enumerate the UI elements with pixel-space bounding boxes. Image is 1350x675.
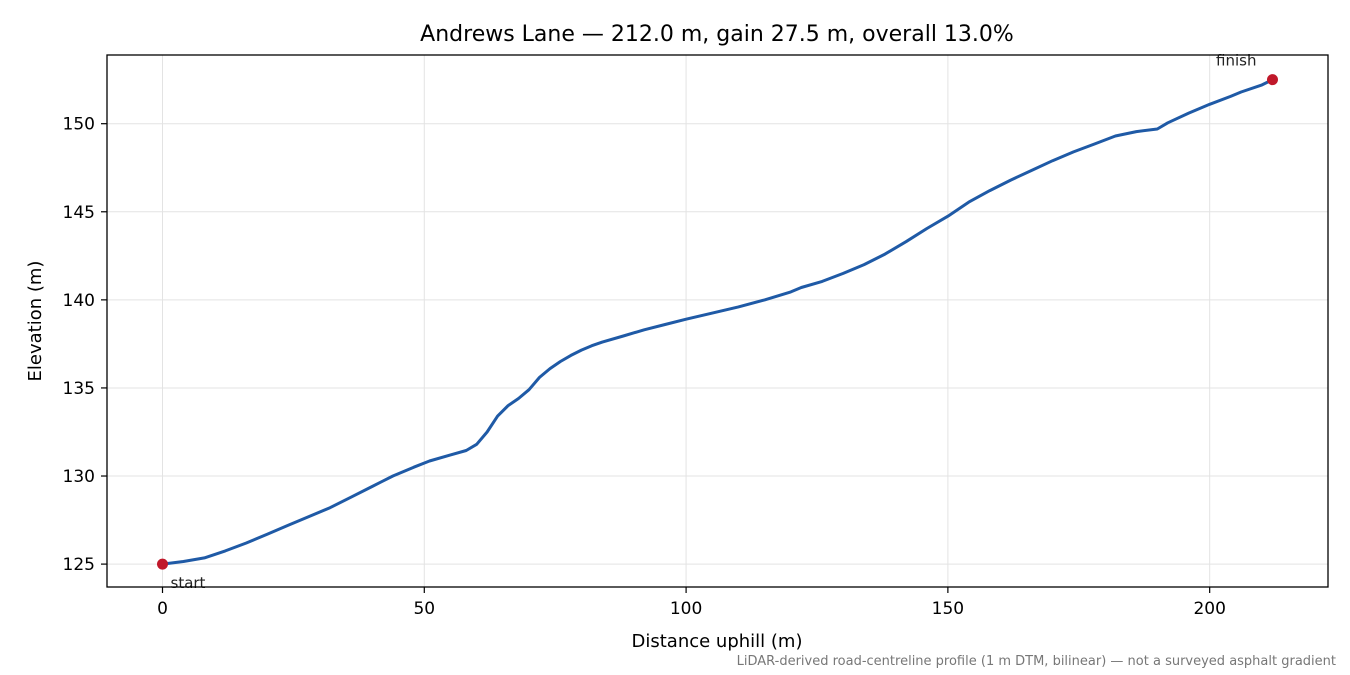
grid-lines <box>107 55 1328 587</box>
x-tick-label: 0 <box>157 599 168 619</box>
elevation-series-line <box>161 78 1274 566</box>
x-tick-label: 100 <box>670 599 702 619</box>
plot-frame <box>106 54 1329 588</box>
plot-area: start finish <box>157 52 1278 592</box>
start-annotation: start <box>171 574 206 592</box>
x-tick-label: 50 <box>413 599 435 619</box>
x-tick-label: 150 <box>932 599 964 619</box>
axis-ticks: 0 50 100 150 200 125 130 135 140 145 150 <box>63 115 1226 619</box>
y-tick-label: 150 <box>63 115 95 135</box>
y-tick-label: 145 <box>63 203 95 223</box>
chart-title: Andrews Lane — 212.0 m, gain 27.5 m, ove… <box>420 22 1014 47</box>
y-axis-label: Elevation (m) <box>25 261 46 382</box>
y-tick-label: 135 <box>63 379 95 399</box>
y-tick-label: 125 <box>63 555 95 575</box>
x-axis-label: Distance uphill (m) <box>632 631 803 652</box>
footnote: LiDAR-derived road-centreline profile (1… <box>737 654 1336 669</box>
finish-annotation: finish <box>1216 52 1256 70</box>
start-marker <box>157 558 168 570</box>
finish-marker <box>1267 74 1278 86</box>
y-tick-label: 140 <box>63 291 95 311</box>
x-tick-label: 200 <box>1193 599 1225 619</box>
y-tick-label: 130 <box>63 467 95 487</box>
